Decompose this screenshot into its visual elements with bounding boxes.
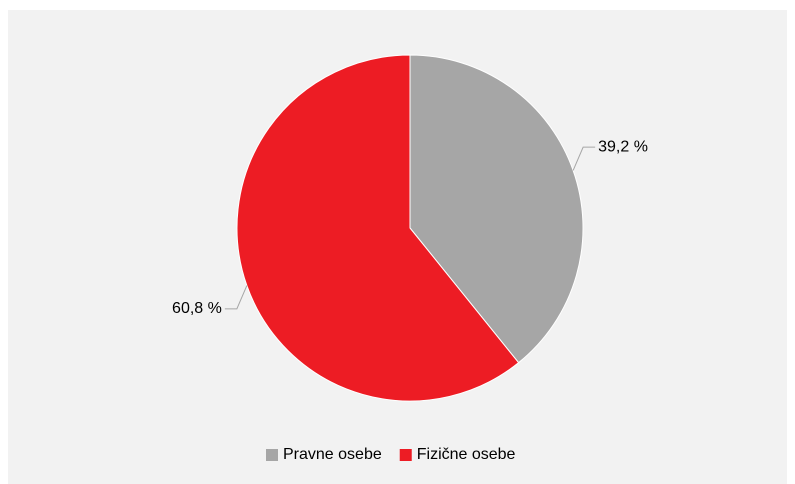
leader-line — [572, 146, 596, 171]
pie-slice — [409, 54, 584, 364]
data-label: 60,8 % — [172, 300, 222, 317]
pie-slice — [236, 54, 520, 402]
legend-swatch — [266, 449, 278, 461]
data-label: 39,2 % — [598, 138, 648, 155]
legend-swatch — [399, 449, 412, 461]
legend-label: Pravne osebe — [283, 446, 382, 463]
legend-label: Fizične osebe — [417, 446, 516, 463]
leader-line — [224, 285, 248, 310]
